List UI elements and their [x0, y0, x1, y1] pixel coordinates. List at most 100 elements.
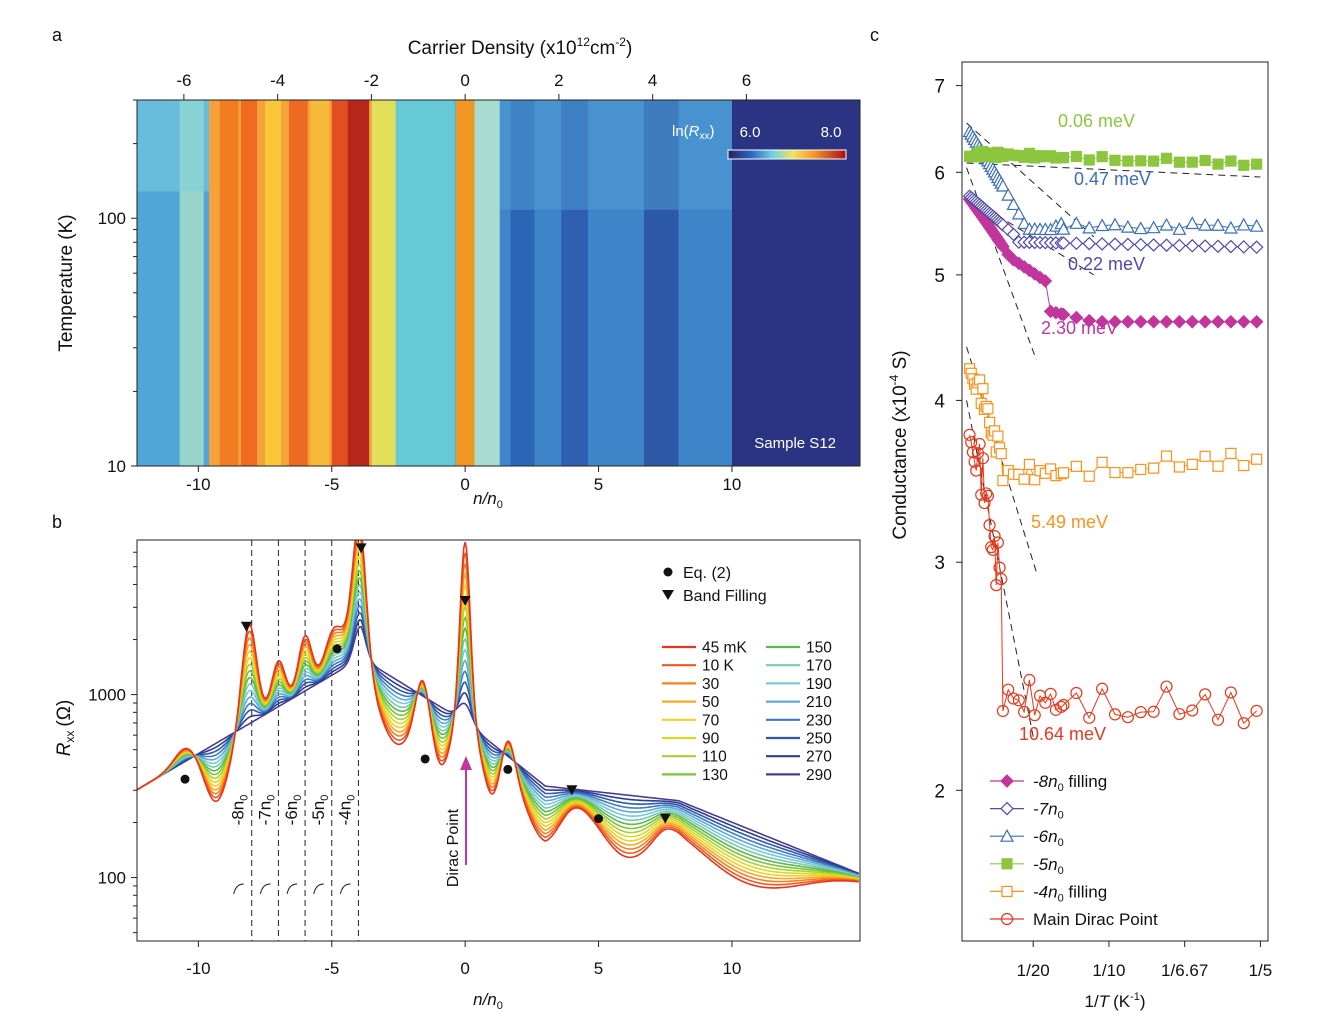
filling-label-sub: 0: [239, 795, 251, 801]
filling-label-bracket: [259, 883, 271, 895]
filling-label-main: -8n: [229, 801, 248, 826]
conductance-y-axis-label: Conductance (x10-4 S): [887, 350, 911, 539]
temperature-legend-label: 70: [702, 712, 720, 729]
conductance-x-label-t: T: [1099, 992, 1111, 1011]
conductance-point: [1006, 197, 1021, 211]
conductance-point: [1225, 447, 1237, 459]
conductance-frame: [961, 61, 1269, 942]
resistance-curve-250: [137, 611, 859, 876]
temperature-legend-label: 130: [702, 767, 728, 784]
resistance-frame: [136, 539, 861, 942]
conductance-point: [1082, 313, 1097, 328]
conductance-y-label-unit: S): [890, 350, 911, 374]
panel-label-a: a: [52, 25, 63, 45]
conductance-point: [1017, 216, 1032, 230]
conductance-legend-label-suffix: filling: [1064, 772, 1107, 791]
conductance-point: [1108, 708, 1122, 721]
conductance-point: [995, 178, 1010, 192]
conductance-point: [1251, 453, 1263, 465]
conductance-point: [1018, 473, 1030, 485]
conductance-point: [1109, 466, 1121, 479]
conductance-point: [1083, 154, 1095, 166]
band-filling-marker: [459, 595, 471, 606]
heatmap-x-tick-label: -5: [324, 475, 339, 494]
conductance-point: [1011, 206, 1026, 220]
conductance-point: [1224, 314, 1238, 329]
temperature-legend-label: 110: [702, 749, 727, 766]
conductance-point: [1250, 704, 1263, 717]
conductance-y-label-main: Conductance (x10: [890, 385, 911, 539]
conductance-point: [985, 541, 998, 554]
conductance-x-axis-label: 1/T (K-1): [1084, 991, 1145, 1011]
conductance-x-label-close: ): [1140, 992, 1146, 1011]
conductance-legend-label-sub: 0: [1058, 782, 1064, 794]
temperature-legend-label: 270: [806, 749, 832, 766]
temperature-legend-label: 170: [806, 658, 832, 675]
conductance-point: [1249, 218, 1264, 232]
heatmap-x-tick-label: -10: [186, 475, 211, 494]
dirac-point-label: Dirac Point: [445, 808, 462, 887]
filling-label-main: -7n: [255, 801, 274, 826]
resistance-x-tick-label: 5: [594, 959, 603, 978]
heatmap-x-tick-label: 5: [594, 475, 603, 494]
conductance-point: [1185, 314, 1200, 329]
band-filling-marker: [659, 813, 671, 824]
conductance-point: [1133, 237, 1148, 252]
conductance-point: [1238, 159, 1250, 171]
legend-band-label: Band Filling: [683, 588, 767, 605]
temperature-legend-label: 90: [702, 731, 720, 748]
resistance-curve-150: [137, 577, 859, 879]
temperature-legend-label: 30: [702, 676, 720, 693]
resistance-x-tick-label: -5: [324, 959, 339, 978]
conductance-point: [1122, 155, 1134, 167]
colorbar-tick-6: 6.0: [740, 124, 761, 141]
conductance-legend-marker: [1001, 858, 1013, 870]
conductance-point: [973, 437, 986, 451]
conductance-point: [981, 489, 995, 502]
temperature-legend-label: 10 K: [702, 658, 735, 675]
heatmap-hot-overlay-right: [499, 100, 732, 210]
conductance-point: [1095, 314, 1109, 329]
filling-label-bracket: [339, 883, 351, 895]
conductance-point: [1236, 217, 1251, 231]
colorbar-tick-8: 8.0: [821, 124, 842, 141]
temperature-legend-label: 150: [806, 640, 832, 657]
filling-label-sub: 0: [319, 795, 331, 801]
conductance-point: [965, 436, 978, 449]
temperature-legend-label: 190: [806, 676, 832, 693]
filling-label-sub: 0: [292, 795, 304, 801]
conductance-point: [968, 455, 981, 468]
conductance-point: [1095, 237, 1109, 251]
top-axis-tick-label: -6: [176, 71, 191, 90]
conductance-legend-marker: [1000, 912, 1014, 926]
resistance-y-tick-label: 1000: [88, 686, 126, 705]
resistance-curve-90: [137, 556, 859, 880]
conductance-point: [1039, 696, 1052, 709]
filling-label: -7n0: [255, 795, 277, 826]
conductance-legend-label-sub: 0: [1058, 810, 1064, 822]
conductance-point: [1159, 238, 1174, 253]
eq2-marker: [420, 754, 430, 764]
conductance-point: [1006, 227, 1021, 242]
filling-label-main: -6n: [282, 801, 301, 826]
top-axis-tick-label: 0: [460, 71, 469, 90]
conductance-point: [1211, 713, 1225, 726]
conductance-point: [1223, 220, 1238, 234]
heatmap-band-4: [241, 100, 258, 466]
conductance-point: [997, 474, 1009, 487]
filling-label-sub: 0: [345, 795, 357, 801]
conductance-point: [1134, 706, 1147, 719]
conductance-legend-label: -4n0 filling: [1033, 882, 1107, 904]
conductance-point: [980, 487, 993, 500]
conductance-point: [1210, 217, 1226, 231]
conductance-point: [1121, 711, 1134, 724]
activation-gap-label: 5.49 meV: [1031, 512, 1108, 532]
arrhenius-fit-line: [966, 122, 1095, 238]
resistance-curve-230: [137, 604, 859, 876]
conductance-point: [1249, 240, 1264, 254]
conductance-point: [1023, 458, 1036, 471]
conductance-legend-marker: [1001, 885, 1013, 898]
resistance-curve-45mK: [137, 540, 859, 889]
conductance-point: [1083, 711, 1096, 724]
top-axis-title-main: Carrier Density (x10: [408, 38, 577, 59]
